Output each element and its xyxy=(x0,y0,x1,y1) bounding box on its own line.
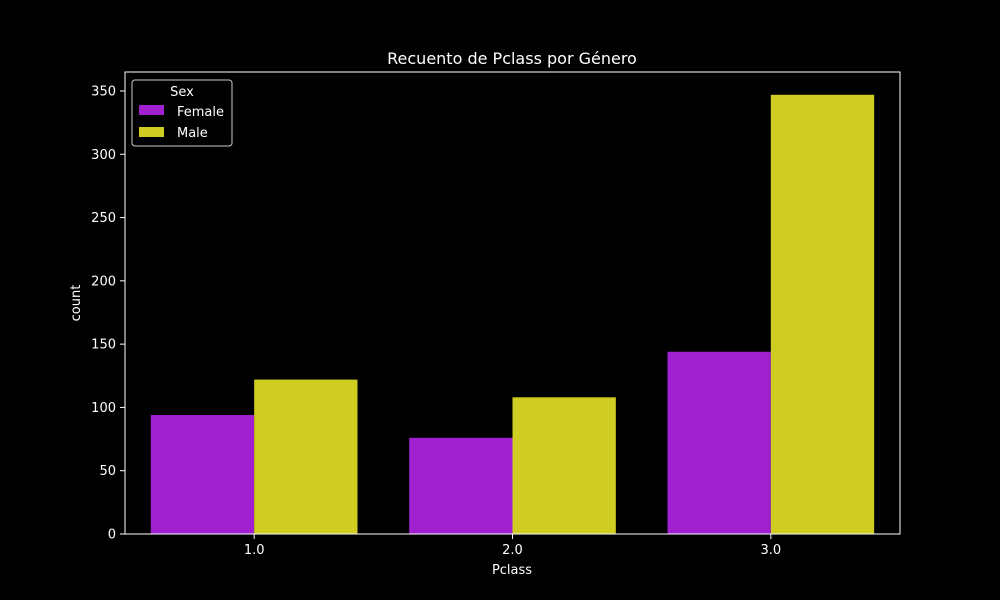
y-axis: 0 50 100 150 200 250 300 350 xyxy=(91,84,125,543)
y-tick-label: 350 xyxy=(91,84,116,99)
y-axis-label: count xyxy=(69,285,84,322)
y-tick-label: 0 xyxy=(108,528,116,543)
x-tick-label: 3.0 xyxy=(760,543,781,558)
legend-swatch-male xyxy=(139,127,164,137)
x-axis: 1.0 2.0 3.0 xyxy=(244,534,781,558)
legend-swatch-female xyxy=(139,105,164,115)
bar-female-1.0 xyxy=(150,415,255,534)
y-tick-label: 100 xyxy=(91,401,116,416)
y-tick-label: 200 xyxy=(91,274,116,289)
y-tick-label: 300 xyxy=(91,148,116,163)
y-tick-label: 150 xyxy=(91,338,116,353)
bars-layer xyxy=(150,94,875,534)
y-tick-label: 50 xyxy=(99,464,116,479)
y-tick-label: 250 xyxy=(91,211,116,226)
chart-title: Recuento de Pclass por Género xyxy=(387,49,637,68)
x-tick-label: 2.0 xyxy=(502,543,523,558)
bar-male-3.0 xyxy=(770,94,875,534)
legend-label-female: Female xyxy=(177,105,224,120)
legend: Sex Female Male xyxy=(131,79,233,147)
x-axis-label: Pclass xyxy=(492,563,532,578)
legend-label-male: Male xyxy=(177,126,208,141)
bar-female-2.0 xyxy=(409,437,513,534)
bar-male-1.0 xyxy=(254,379,358,534)
bar-male-2.0 xyxy=(512,397,616,534)
x-tick-label: 1.0 xyxy=(244,543,265,558)
bar-female-3.0 xyxy=(667,351,771,534)
legend-title: Sex xyxy=(170,85,194,100)
